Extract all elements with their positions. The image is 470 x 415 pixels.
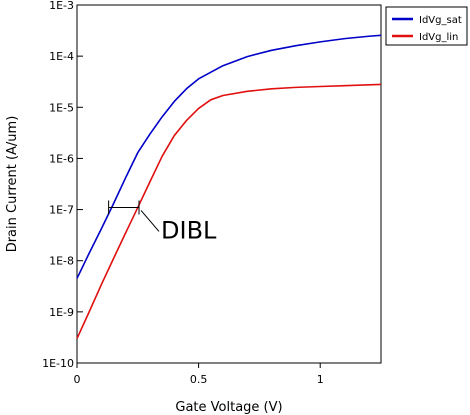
y-axis-title: Drain Current (A/um)	[5, 116, 20, 253]
plot-area	[76, 4, 382, 364]
annotation-layer: DIBL	[108, 200, 217, 244]
y-tick-label: 1E-8	[49, 255, 74, 268]
y-axis-ticks: 1E-10 1E-9 1E-8 1E-7 1E-6 1E-5 1E-4 1E-3	[42, 0, 83, 370]
y-tick-label: 1E-5	[49, 101, 74, 114]
x-axis-title: Gate Voltage (V)	[175, 400, 282, 415]
y-tick-label: 1E-6	[49, 152, 74, 165]
legend-label: IdVg_sat	[419, 15, 462, 26]
dibl-leader-line	[140, 210, 160, 232]
legend: IdVg_sat IdVg_lin	[385, 6, 468, 46]
y-tick-label: 1E-9	[49, 306, 74, 319]
series-line-idvg-sat	[76, 34, 382, 279]
y-tick-label: 1E-4	[49, 50, 74, 63]
y-tick-label: 1E-10	[42, 357, 74, 370]
dibl-label: DIBL	[161, 216, 217, 244]
legend-box	[385, 6, 468, 46]
y-tick-label: 1E-3	[49, 0, 74, 12]
series-line-idvg-lin	[76, 83, 382, 339]
x-tick-label: 1	[317, 373, 324, 386]
series-layer	[76, 34, 382, 339]
x-tick-label: 0	[74, 373, 81, 386]
legend-label: IdVg_lin	[419, 32, 458, 43]
y-tick-label: 1E-7	[49, 204, 74, 217]
x-tick-label: 0.5	[190, 373, 208, 386]
x-axis-ticks: 0 0.5 1	[74, 363, 324, 386]
